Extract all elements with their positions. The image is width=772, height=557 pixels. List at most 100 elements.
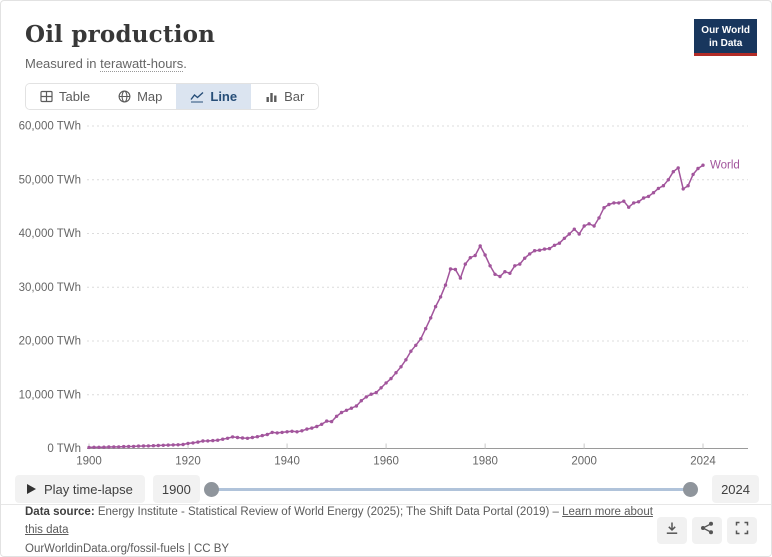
data-point[interactable] [503,270,507,274]
data-point[interactable] [230,435,235,439]
data-point[interactable] [622,199,626,203]
data-point[interactable] [592,224,596,228]
tab-table[interactable]: Table [26,84,105,109]
data-point[interactable] [117,445,121,449]
data-point[interactable] [305,427,309,431]
data-point[interactable] [582,224,586,228]
data-point[interactable] [463,262,467,266]
data-point[interactable] [364,395,368,399]
data-point[interactable] [250,435,255,440]
fullscreen-button[interactable] [727,517,757,544]
data-point[interactable] [374,390,378,395]
learn-more-link[interactable]: Learn more about this data [25,505,653,537]
data-point[interactable] [141,444,146,448]
data-point[interactable] [473,253,477,258]
data-point[interactable] [607,202,611,207]
data-point[interactable] [636,200,641,204]
data-point[interactable] [107,445,111,449]
owid-logo[interactable]: Our World in Data [694,19,757,56]
data-point[interactable] [572,227,576,231]
data-point[interactable] [661,184,666,188]
tab-bar[interactable]: Bar [251,84,319,109]
data-point[interactable] [478,244,482,248]
data-point[interactable] [641,196,646,200]
data-point[interactable] [399,365,403,369]
data-point[interactable] [513,264,517,268]
data-point[interactable] [334,414,339,418]
data-point[interactable] [235,435,240,440]
tab-map[interactable]: Map [104,84,177,109]
data-point[interactable] [181,442,185,447]
data-point[interactable] [136,444,141,448]
data-point[interactable] [315,424,319,429]
data-point[interactable] [691,172,695,177]
data-point[interactable] [151,444,156,448]
data-point[interactable] [300,429,304,433]
data-point[interactable] [389,376,393,381]
data-point[interactable] [329,419,334,424]
play-timelapse-button[interactable]: Play time-lapse [15,475,145,503]
world-line[interactable] [88,164,704,449]
data-point[interactable] [632,201,636,205]
data-point[interactable] [438,295,443,299]
data-point[interactable] [201,439,205,443]
data-point[interactable] [627,205,631,209]
slider-handle-end[interactable] [683,482,699,497]
data-point[interactable] [414,343,418,347]
data-point[interactable] [552,243,557,247]
data-point[interactable] [498,274,502,279]
data-point[interactable] [696,166,700,171]
data-point[interactable] [419,337,423,341]
data-point[interactable] [265,432,269,437]
data-point[interactable] [562,236,567,240]
data-point[interactable] [557,241,562,245]
data-point[interactable] [671,170,675,174]
slider-track[interactable] [211,488,691,491]
data-point[interactable] [161,443,165,447]
data-point[interactable] [384,381,388,385]
data-point[interactable] [577,232,581,236]
data-point[interactable] [532,249,537,253]
data-point[interactable] [587,222,591,226]
data-point[interactable] [537,248,542,252]
data-point[interactable] [493,272,497,276]
data-point[interactable] [453,267,458,272]
data-point[interactable] [701,163,705,167]
data-point[interactable] [483,253,487,257]
share-button[interactable] [692,517,722,544]
data-point[interactable] [488,264,492,268]
data-point[interactable] [122,444,126,449]
data-point[interactable] [344,408,349,412]
data-point[interactable] [458,276,463,280]
timeline-end-year[interactable]: 2024 [712,475,759,503]
data-point[interactable] [126,444,131,449]
data-point[interactable] [102,445,106,449]
data-point[interactable] [429,316,433,320]
data-point[interactable] [92,445,96,449]
data-point[interactable] [468,256,472,260]
download-button[interactable] [657,517,687,544]
data-point[interactable] [255,435,260,439]
timeline-start-year[interactable]: 1900 [152,475,200,503]
data-point[interactable] [686,184,690,188]
data-point[interactable] [443,283,448,287]
data-point[interactable] [216,438,220,442]
data-point[interactable] [656,186,661,191]
data-point[interactable] [354,404,359,408]
slider-handle-start[interactable] [203,482,219,497]
data-point[interactable] [156,443,160,448]
data-point[interactable] [211,438,215,443]
data-point[interactable] [191,441,195,445]
data-point[interactable] [290,429,294,433]
data-point[interactable] [379,386,383,390]
data-point[interactable] [146,444,151,448]
data-point[interactable] [240,436,245,440]
data-point[interactable] [528,252,532,256]
data-point[interactable] [196,440,200,444]
data-point[interactable] [666,178,670,182]
data-point[interactable] [597,216,601,220]
data-point[interactable] [359,399,363,403]
data-point[interactable] [186,441,190,446]
timeline-slider[interactable] [202,475,700,503]
data-point[interactable] [339,410,344,415]
